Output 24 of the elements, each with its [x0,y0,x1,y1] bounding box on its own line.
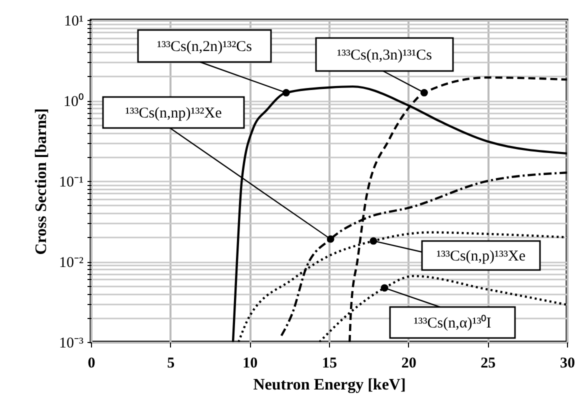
x-tick-label: 0 [88,356,96,372]
x-tick-label: 25 [480,356,496,372]
annotation: ¹³³Cs(n,α)¹³⁰I [414,314,492,332]
y-tick-label: 10¹ [64,14,84,30]
annotation: ¹³³Cs(n,np)¹³²Xe [125,106,222,122]
y-tick-label: 10⁻¹ [59,174,84,190]
x-tick-label: 20 [401,356,416,372]
y-tick-label: 10⁻³ [59,336,84,352]
point [380,284,388,292]
x-tick-label: 30 [560,356,575,372]
point [282,89,290,96]
point [326,235,334,243]
annotation: ¹³³Cs(n,3n)¹³¹Cs [337,48,432,64]
y-axis-title: Cross Section [barns] [33,108,50,255]
annotation: ¹³³Cs(n,p)¹³³Xe [436,248,526,264]
point [420,89,428,96]
y-tick-label: 10⁰ [64,93,84,110]
x-tick-label: 5 [167,356,175,372]
x-tick-label: 10 [242,356,258,372]
annotation: ¹³³Cs(n,2n)¹³²Cs [157,39,252,55]
y-tick-label: 10⁻² [59,255,84,271]
x-tick-label: 15 [322,356,337,372]
point [370,237,378,245]
x-axis-title: Neutron Energy [keV] [253,376,406,394]
